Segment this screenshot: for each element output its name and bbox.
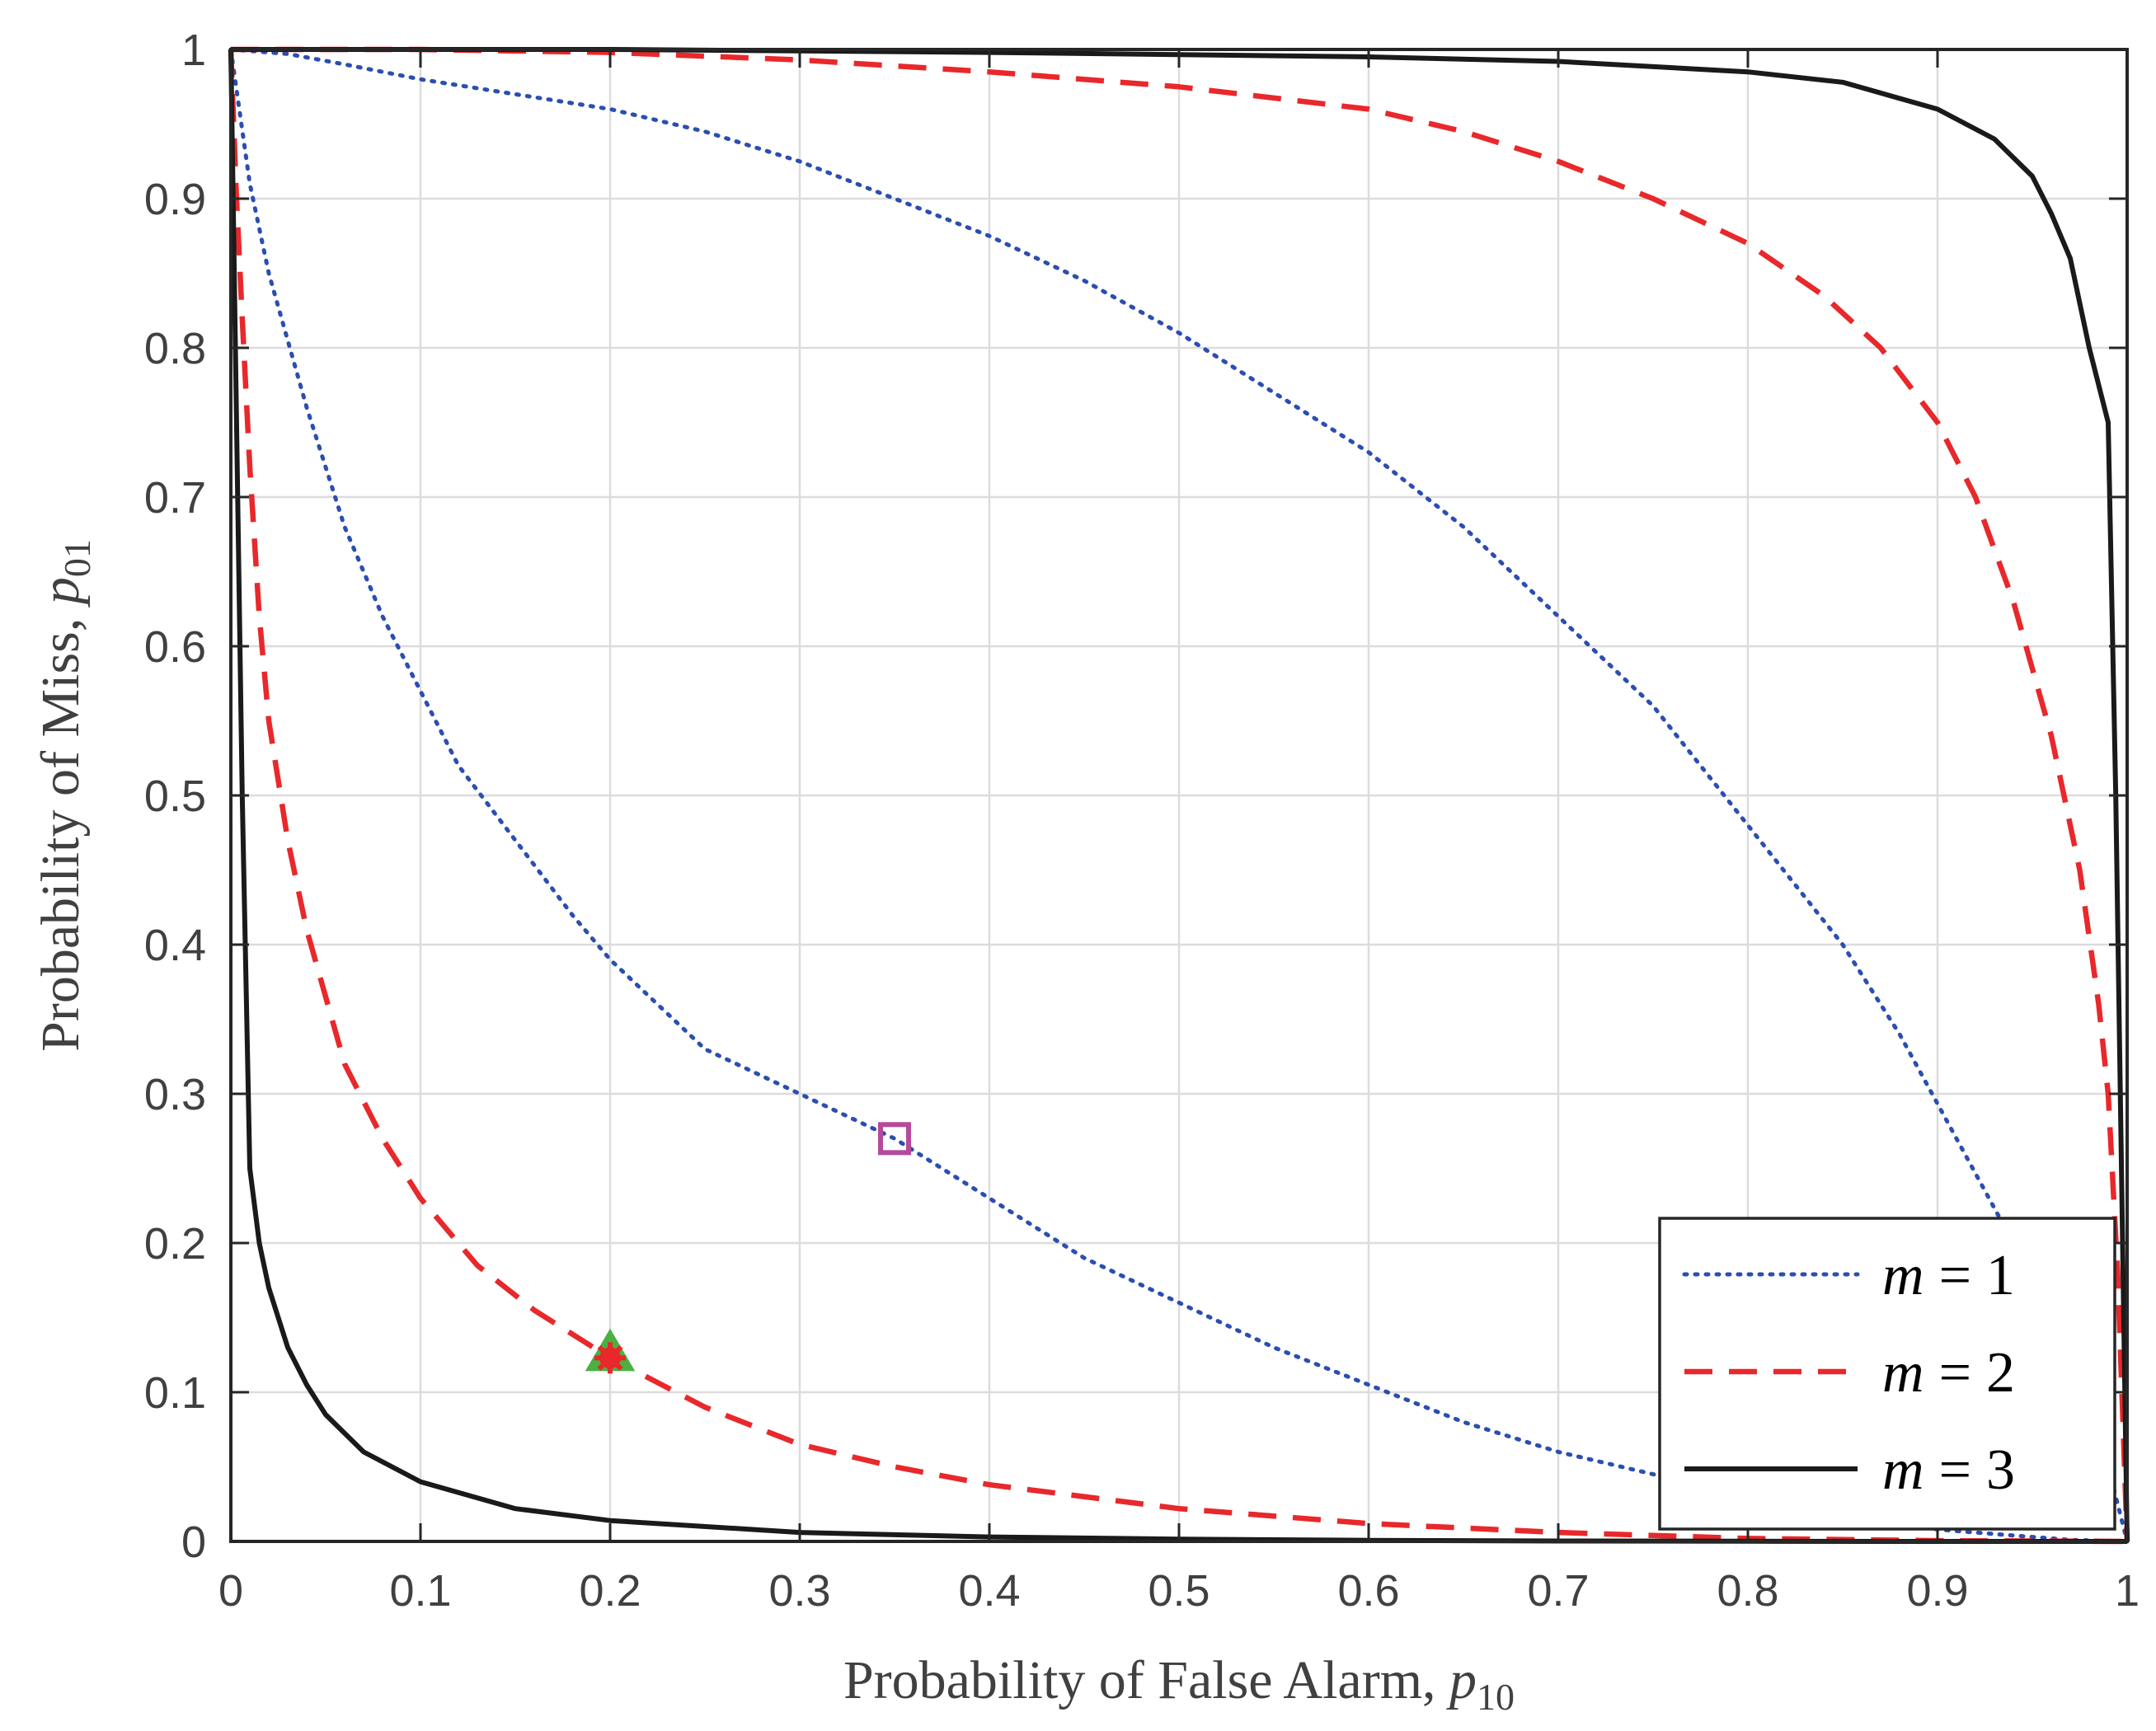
ticks: 0 0.1 0.2 0.3 0.4 0.5 0.6 0.7 0.8 0.9 1 0 0.1 0.2 0.3 0… (144, 26, 2140, 1616)
legend: m = 1m = 2m = 3 (1658, 1217, 2116, 1531)
x-tick-label-0: 0 (218, 1566, 243, 1616)
y-axis-label-text: Probability of Miss, (31, 604, 91, 1052)
y-axis-label: Probability of Miss, p01 (31, 539, 98, 1052)
legend-label-var-1: m (1882, 1244, 1924, 1307)
series-2 (228, 46, 2130, 1545)
y-tick-label-3: 0.3 (144, 1070, 206, 1119)
marker-star (594, 1342, 626, 1374)
legend-label-val-2: 2 (1986, 1341, 2015, 1405)
y-tick-label-0: 0 (181, 1518, 206, 1567)
series-3-curve-2 (231, 47, 2130, 1542)
x-tick-label-3: 0.3 (768, 1566, 830, 1616)
legend-label-val-3: 3 (1986, 1438, 2015, 1502)
x-axis-label: Probability of False Alarm, p10 (843, 1650, 1515, 1718)
x-axis-label-sub: 10 (1477, 1676, 1515, 1718)
x-tick-label-1: 0.1 (389, 1566, 451, 1616)
y-axis-label-sub: 01 (56, 539, 98, 577)
y-tick-label-10: 1 (181, 26, 206, 75)
x-tick-label-10: 1 (2115, 1566, 2140, 1616)
y-tick-label-7: 0.7 (144, 473, 206, 523)
x-tick-label-2: 0.2 (579, 1566, 641, 1616)
x-tick-label-4: 0.4 (958, 1566, 1020, 1616)
legend-label-3: m = 3 (1882, 1438, 2015, 1502)
x-axis-label-text: Probability of False Alarm, (843, 1650, 1449, 1710)
y-tick-label-6: 0.6 (144, 622, 206, 672)
x-tick-label-9: 0.9 (1906, 1566, 1968, 1616)
x-axis-label-var: p (1446, 1650, 1477, 1710)
legend-label-val-1: 1 (1986, 1244, 2015, 1307)
y-axis-label-var: p (31, 577, 91, 607)
legend-label-1: m = 1 (1882, 1244, 2015, 1307)
y-tick-label-9: 0.9 (144, 175, 206, 224)
legend-label-var-3: m (1882, 1438, 1924, 1502)
y-tick-label-8: 0.8 (144, 324, 206, 373)
x-tick-label-6: 0.6 (1337, 1566, 1399, 1616)
y-tick-label-4: 0.4 (144, 921, 206, 970)
marker-square (878, 1122, 911, 1156)
x-tick-label-7: 0.7 (1527, 1566, 1589, 1616)
legend-label-var-2: m (1882, 1341, 1924, 1405)
y-tick-label-1: 0.1 (144, 1368, 206, 1418)
y-tick-label-5: 0.5 (144, 772, 206, 821)
legend-label-op-3: = (1939, 1438, 1971, 1502)
marker-star-ray-3 (597, 1344, 623, 1371)
series-1-curve-2 (228, 47, 2130, 1544)
x-tick-label-5: 0.5 (1148, 1566, 1210, 1616)
y-tick-label-2: 0.2 (144, 1219, 206, 1269)
series-1 (228, 47, 2130, 1544)
x-tick-label-8: 0.8 (1717, 1566, 1778, 1616)
marker-layer (585, 1122, 911, 1374)
legend-label-op-1: = (1939, 1244, 1971, 1307)
series-2-curve-1 (228, 49, 2128, 1545)
legend-label-2: m = 2 (1882, 1341, 2015, 1405)
legend-label-op-2: = (1939, 1341, 1971, 1405)
